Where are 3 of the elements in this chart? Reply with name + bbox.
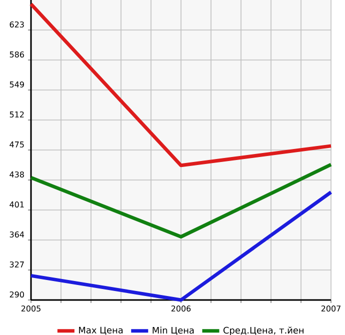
legend-label: Max Цена — [79, 326, 123, 335]
legend-label: Min Цена — [152, 326, 194, 335]
legend-label: Сред.Цена, т.йен — [223, 326, 304, 335]
